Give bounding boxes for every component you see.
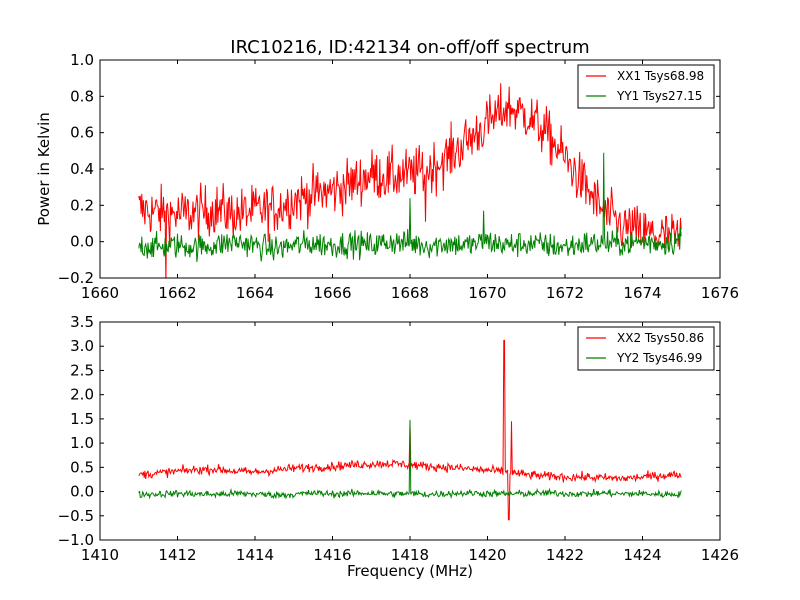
top-legend-box bbox=[577, 64, 715, 109]
x-tick-label: 1414 bbox=[236, 546, 274, 564]
top-legend-label-yy1: YY1 Tsys27.15 bbox=[616, 89, 702, 103]
top-panel: 1660 1662 1664 1666 1668 1670 1672 1674 1676 −0.2… bbox=[35, 51, 739, 302]
x-tick-label: 1418 bbox=[391, 546, 429, 564]
x-tick-label: 1670 bbox=[468, 284, 506, 302]
x-tick-label: 1410 bbox=[81, 546, 119, 564]
x-tick-label: 1412 bbox=[158, 546, 196, 564]
x-tick-label: 1424 bbox=[623, 546, 661, 564]
x-tick-label: 1664 bbox=[236, 284, 274, 302]
x-tick-label: 1672 bbox=[546, 284, 584, 302]
y-tick-label: 3.5 bbox=[70, 313, 94, 331]
y-tick-label: 3.0 bbox=[70, 337, 94, 355]
top-panel-ticks: 1660 1662 1664 1666 1668 1670 1672 1674 1676 −0.2… bbox=[58, 51, 740, 302]
top-panel-data bbox=[138, 83, 682, 278]
x-tick-label: 1666 bbox=[313, 284, 351, 302]
top-panel-ylabel: Power in Kelvin bbox=[35, 112, 53, 226]
top-panel-legend: XX1 Tsys68.98 YY1 Tsys27.15 bbox=[577, 64, 715, 109]
x-tick-label: 1674 bbox=[623, 284, 661, 302]
x-tick-label: 1416 bbox=[313, 546, 351, 564]
y-tick-label: −1.0 bbox=[58, 531, 94, 549]
series-line-yy1 bbox=[138, 152, 682, 263]
x-tick-label: 1426 bbox=[701, 546, 739, 564]
bottom-legend-label-xx2: XX2 Tsys50.86 bbox=[617, 331, 704, 345]
y-tick-label: 1.0 bbox=[70, 51, 94, 69]
y-tick-label: 1.5 bbox=[70, 410, 94, 428]
y-tick-label: 2.5 bbox=[70, 361, 94, 379]
x-tick-label: 1420 bbox=[468, 546, 506, 564]
y-tick-label: 0.6 bbox=[70, 124, 94, 142]
bottom-legend-box bbox=[577, 326, 715, 371]
bottom-panel-data bbox=[138, 339, 682, 521]
series-line-xx1 bbox=[138, 83, 682, 278]
y-tick-label: 0.0 bbox=[70, 233, 94, 251]
y-tick-label: −0.2 bbox=[58, 269, 94, 287]
y-tick-label: 0.4 bbox=[70, 160, 94, 178]
y-tick-label: 0.0 bbox=[70, 483, 94, 501]
x-tick-label: 1662 bbox=[158, 284, 196, 302]
y-tick-label: 2.0 bbox=[70, 386, 94, 404]
y-tick-label: 1.0 bbox=[70, 434, 94, 452]
bottom-panel-xlabel: Frequency (MHz) bbox=[347, 562, 473, 580]
x-tick-label: 1668 bbox=[391, 284, 429, 302]
y-tick-label: −0.5 bbox=[58, 507, 94, 525]
bottom-legend-label-yy2: YY2 Tsys46.99 bbox=[616, 351, 702, 365]
bottom-panel-ticks: 1410 1412 1414 1416 1418 1420 1422 1424 1426 −1.0… bbox=[58, 313, 740, 564]
x-tick-label: 1676 bbox=[701, 284, 739, 302]
y-tick-label: 0.5 bbox=[70, 458, 94, 476]
bottom-panel-legend: XX2 Tsys50.86 YY2 Tsys46.99 bbox=[577, 326, 715, 371]
series-line-yy2 bbox=[138, 419, 682, 500]
y-tick-label: 0.2 bbox=[70, 196, 94, 214]
bottom-panel: 1410 1412 1414 1416 1418 1420 1422 1424 1426 −1.0… bbox=[58, 313, 740, 580]
top-legend-label-xx1: XX1 Tsys68.98 bbox=[617, 69, 704, 83]
figure-title: IRC10216, ID:42134 on-off/off spectrum bbox=[230, 37, 589, 58]
y-tick-label: 0.8 bbox=[70, 87, 94, 105]
x-tick-label: 1660 bbox=[81, 284, 119, 302]
x-tick-label: 1422 bbox=[546, 546, 584, 564]
